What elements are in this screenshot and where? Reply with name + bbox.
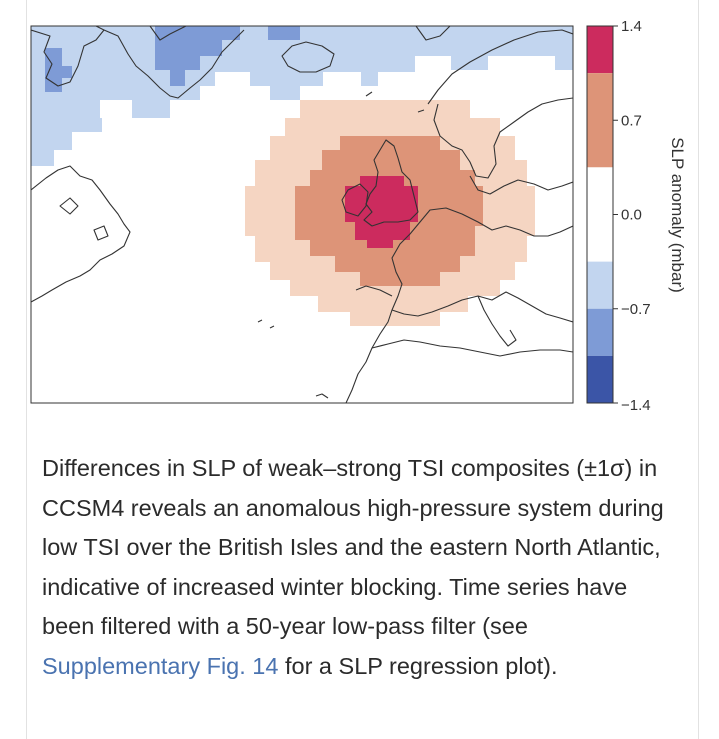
map-area: [31, 26, 573, 403]
italy-coast: [477, 295, 517, 347]
greenland-coast: [31, 29, 245, 99]
baltic-coast: [469, 175, 573, 195]
low-pressure-core-west: [45, 48, 72, 92]
ireland-coast: [341, 183, 369, 217]
slp-anomaly-map: 1.4 0.7 0.0 −0.7 −1.4 SLP anomaly (mbar): [30, 18, 687, 414]
north-africa-coast: [371, 339, 573, 357]
north-america-coast: [31, 165, 131, 303]
high-pressure-core: [345, 176, 418, 248]
greenland-north-coast: [95, 26, 187, 41]
supplementary-fig-link[interactable]: Supplementary Fig. 14: [42, 652, 279, 679]
continent-west-coast: [345, 207, 573, 403]
figure-caption: Differences in SLP of weak–strong TSI co…: [42, 449, 682, 686]
svalbard-coast: [415, 26, 451, 41]
low-pressure-core-east: [268, 26, 300, 40]
colorbar-bin: [587, 73, 613, 168]
colorbar-tick-label: 0.0: [621, 207, 642, 224]
colorbar-tick-label: 0.7: [621, 112, 642, 129]
colorbar-tick-label: −1.4: [621, 397, 651, 414]
low-pressure-core-central: [155, 26, 240, 86]
colorbar-title: SLP anomaly (mbar): [668, 137, 687, 293]
scandinavia-coast: [427, 29, 573, 179]
colorbar-bin: [587, 308, 613, 356]
colorbar-bin: [587, 261, 613, 309]
labrador-islands: [59, 197, 109, 241]
caption-text-after: for a SLP regression plot).: [278, 652, 558, 679]
colorbar-bin: [587, 26, 613, 74]
iceland-coast: [281, 41, 335, 73]
colorbar-tick-label: −0.7: [621, 301, 651, 318]
iberia-coast: [355, 285, 393, 297]
map-frame: [30, 25, 574, 404]
caption-text-before: Differences in SLP of weak–strong TSI co…: [42, 455, 664, 639]
colorbar-bin: [587, 167, 613, 262]
coastlines: [31, 26, 573, 403]
colorbar-bin: [587, 355, 613, 403]
great-britain-coast: [363, 139, 419, 227]
colorbar: 1.4 0.7 0.0 −0.7 −1.4: [586, 18, 651, 414]
colorbar-tick-label: 1.4: [621, 18, 642, 35]
small-islands: [257, 91, 425, 399]
figure-frame: [26, 0, 699, 739]
mediterranean-coast: [391, 291, 573, 323]
